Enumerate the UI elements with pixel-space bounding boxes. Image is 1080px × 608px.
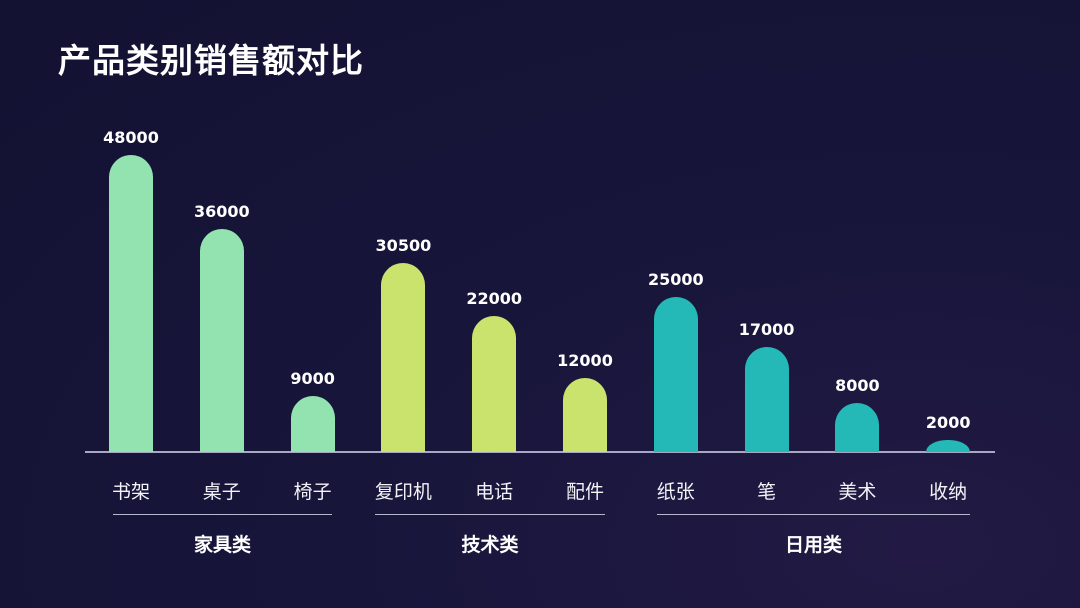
chart-title: 产品类别销售额对比 — [58, 41, 364, 80]
bar — [472, 315, 517, 452]
category-label: 复印机 — [374, 481, 432, 503]
category-label: 美术 — [838, 481, 877, 503]
data-label: 22000 — [466, 288, 523, 308]
bar — [381, 263, 426, 452]
category-label: 配件 — [565, 481, 604, 503]
bar — [290, 396, 335, 452]
category-label: 笔 — [757, 481, 777, 503]
data-label: 25000 — [647, 270, 704, 290]
category-label: 桌子 — [202, 481, 241, 503]
bar — [199, 229, 244, 452]
data-label: 8000 — [835, 375, 880, 395]
group-divider-line — [113, 514, 332, 515]
data-label: 30500 — [375, 236, 432, 256]
data-label: 17000 — [738, 319, 795, 339]
category-label: 椅子 — [293, 481, 332, 503]
bar — [926, 439, 971, 452]
bar — [109, 155, 153, 452]
category-label: 纸张 — [656, 481, 695, 503]
bar — [744, 346, 789, 452]
data-label: 36000 — [193, 202, 250, 222]
group-divider-line — [657, 514, 970, 515]
group-divider-line — [375, 514, 605, 515]
group-label: 家具类 — [193, 534, 251, 556]
bar — [835, 402, 880, 452]
data-label: 2000 — [925, 412, 971, 432]
data-label: 48000 — [103, 128, 159, 147]
group-label: 技术类 — [461, 534, 519, 556]
x-axis-line — [85, 451, 995, 453]
category-label: 电话 — [475, 481, 514, 503]
data-label: 9000 — [290, 369, 335, 389]
bar — [653, 297, 698, 452]
data-label: 12000 — [557, 350, 613, 370]
category-label: 书架 — [111, 481, 150, 503]
bar — [563, 377, 607, 452]
category-label: 收纳 — [929, 481, 968, 503]
group-label: 日用类 — [784, 534, 842, 556]
